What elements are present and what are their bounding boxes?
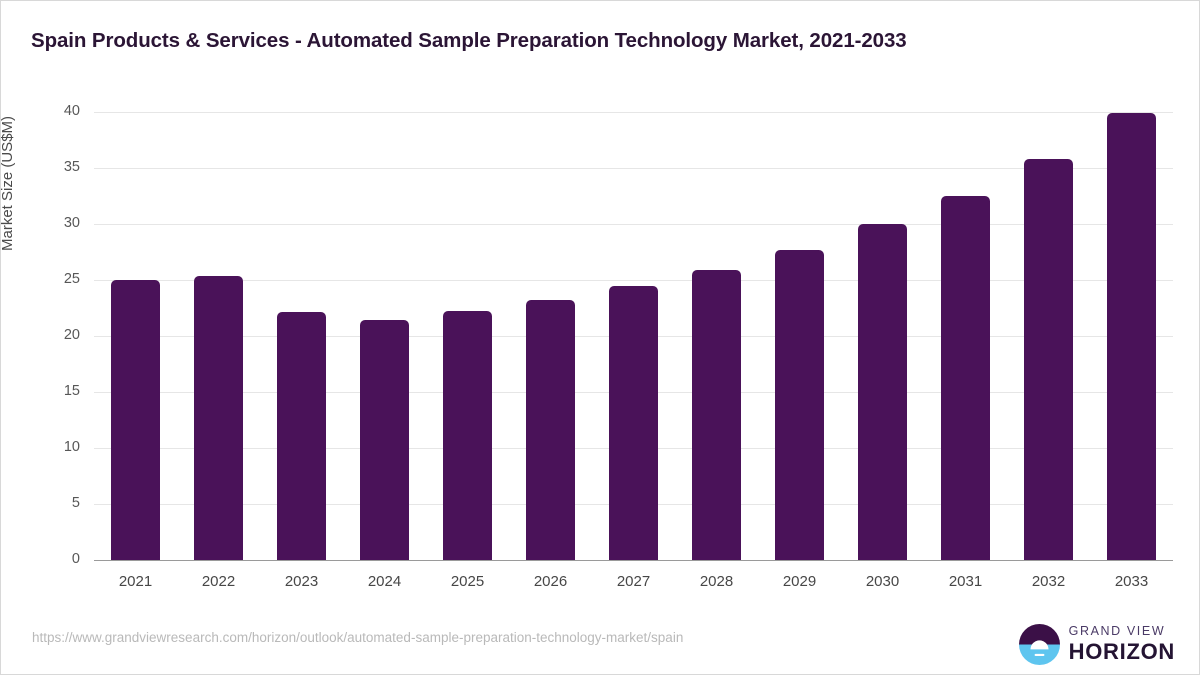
gridline <box>94 224 1173 225</box>
x-axis-tick-label: 2021 <box>118 573 153 590</box>
grand-view-horizon-logo: GRAND VIEW HORIZON <box>1018 621 1175 667</box>
bar[interactable] <box>940 196 991 560</box>
x-axis-tick-label: 2025 <box>450 573 485 590</box>
page-title: Spain Products & Services - Automated Sa… <box>31 29 907 52</box>
x-axis-tick-label: 2026 <box>533 573 568 590</box>
bar[interactable] <box>608 285 659 560</box>
logo-line-horizon: HORIZON <box>1068 639 1175 665</box>
gridline <box>94 112 1173 113</box>
y-axis-tick-label: 25 <box>63 271 80 287</box>
y-axis-tick-label: 5 <box>71 495 80 511</box>
gridline <box>94 280 1173 281</box>
x-axis-tick-label: 2032 <box>1031 573 1066 590</box>
bar[interactable] <box>1023 159 1074 560</box>
y-axis-tick-label: 30 <box>63 215 80 231</box>
y-axis-tick-label: 0 <box>71 551 80 567</box>
logo-line-grand-view: GRAND VIEW <box>1068 623 1166 638</box>
x-axis-tick-label: 2033 <box>1114 573 1149 590</box>
y-axis-tick-label: 35 <box>63 159 80 175</box>
bar[interactable] <box>1106 113 1157 560</box>
x-axis-tick-label: 2024 <box>367 573 402 590</box>
gridline <box>94 560 1173 561</box>
bar[interactable] <box>359 320 410 560</box>
bar[interactable] <box>857 224 908 560</box>
bar[interactable] <box>525 300 576 560</box>
logo-wordmark: GRAND VIEW HORIZON <box>1069 625 1175 664</box>
x-axis-tick-label: 2029 <box>782 573 817 590</box>
x-axis-tick-label: 2031 <box>948 573 983 590</box>
x-axis-tick-label: 2028 <box>699 573 734 590</box>
bar[interactable] <box>110 280 161 560</box>
bar[interactable] <box>276 312 327 560</box>
y-axis-tick-label: 15 <box>63 383 80 399</box>
x-axis-tick-label: 2022 <box>201 573 236 590</box>
y-axis-tick-label: 20 <box>63 327 80 343</box>
bar[interactable] <box>774 249 825 560</box>
logo-mark-icon <box>1018 623 1060 665</box>
bar[interactable] <box>193 275 244 560</box>
y-axis-tick-label: 10 <box>63 439 80 455</box>
x-axis-tick-label: 2027 <box>616 573 651 590</box>
source-url[interactable]: https://www.grandviewresearch.com/horizo… <box>32 630 684 645</box>
bar[interactable] <box>442 311 493 560</box>
y-axis-tick-label: 40 <box>63 103 80 119</box>
x-axis-tick-label: 2030 <box>865 573 900 590</box>
gridline <box>94 168 1173 169</box>
x-axis-tick-label: 2023 <box>284 573 319 590</box>
bar-series <box>94 112 1173 560</box>
bar[interactable] <box>691 269 742 560</box>
y-axis-title: Market Size (US$M) <box>0 115 16 251</box>
